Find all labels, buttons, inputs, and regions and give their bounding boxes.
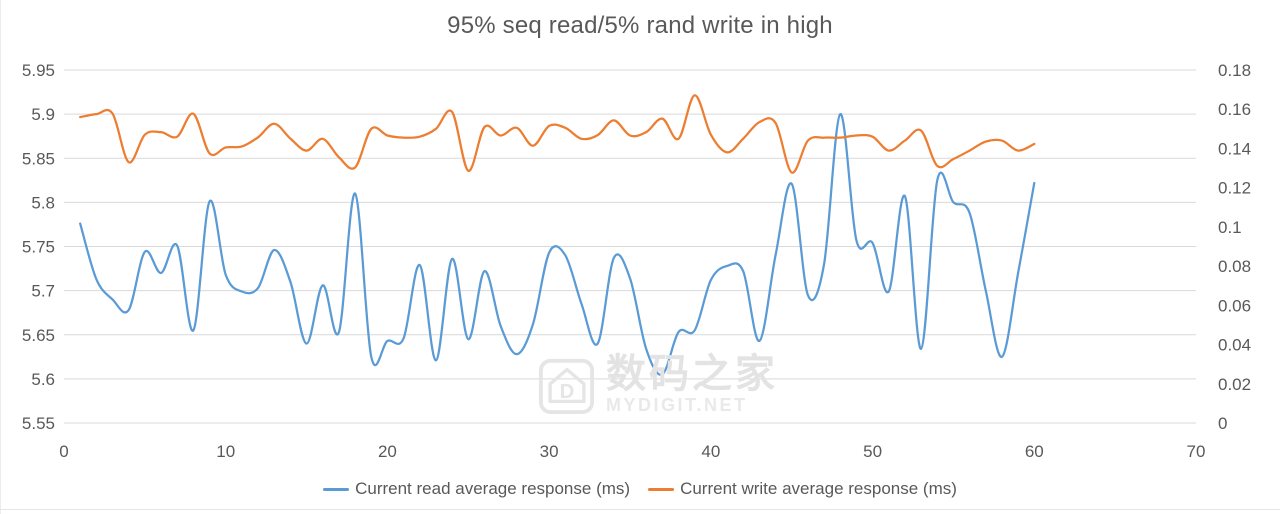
read-line-swatch	[323, 487, 350, 491]
y-axis-right-tick-label: 0.1	[1218, 218, 1242, 237]
x-axis-tick-label: 0	[59, 442, 68, 461]
y-axis-left-tick-label: 5.85	[22, 149, 55, 168]
y-axis-right-tick-label: 0.12	[1218, 179, 1251, 198]
write-series-line	[79, 94, 1036, 174]
y-axis-left-tick-label: 5.55	[22, 414, 55, 433]
legend-label-read: Current read average response (ms)	[355, 479, 631, 498]
write-line-swatch	[648, 487, 675, 491]
y-axis-left-tick-label: 5.7	[31, 282, 55, 301]
y-axis-right-tick-label: 0.14	[1218, 139, 1251, 158]
y-axis-right-tick-label: 0.06	[1218, 296, 1251, 315]
y-axis-left-tick-label: 5.65	[22, 326, 55, 345]
y-axis-left-tick-label: 5.9	[31, 105, 55, 124]
x-axis-tick-label: 10	[216, 442, 235, 461]
y-axis-left-tick-label: 5.75	[22, 238, 55, 257]
legend: Current read average response (ms) Curre…	[0, 479, 1280, 499]
x-axis-tick-label: 20	[378, 442, 397, 461]
y-axis-right-tick-label: 0	[1218, 414, 1227, 433]
bottom-border-line	[0, 509, 1280, 510]
legend-item-read: Current read average response (ms)	[323, 479, 630, 499]
x-axis-tick-label: 70	[1187, 442, 1206, 461]
y-axis-right-tick-label: 0.16	[1218, 100, 1251, 119]
x-axis-tick-label: 30	[540, 442, 559, 461]
x-axis-tick-label: 40	[701, 442, 720, 461]
y-axis-right-tick-label: 0.08	[1218, 257, 1251, 276]
y-axis-right-tick-label: 0.04	[1218, 336, 1251, 355]
read-series-line	[79, 112, 1036, 376]
legend-label-write: Current write average response (ms)	[680, 479, 957, 498]
chart-title: 95% seq read/5% rand write in high	[447, 12, 833, 39]
y-axis-left-tick-label: 5.95	[22, 61, 55, 80]
legend-item-write: Current write average response (ms)	[648, 479, 957, 499]
y-axis-right-tick-label: 0.02	[1218, 375, 1251, 394]
left-border-line	[0, 0, 1, 514]
y-axis-left-tick-label: 5.6	[31, 370, 55, 389]
x-axis-tick-label: 50	[863, 442, 882, 461]
y-axis-right-tick-label: 0.18	[1218, 61, 1251, 80]
x-axis-tick-label: 60	[1025, 442, 1044, 461]
y-axis-left-tick-label: 5.8	[31, 193, 55, 212]
